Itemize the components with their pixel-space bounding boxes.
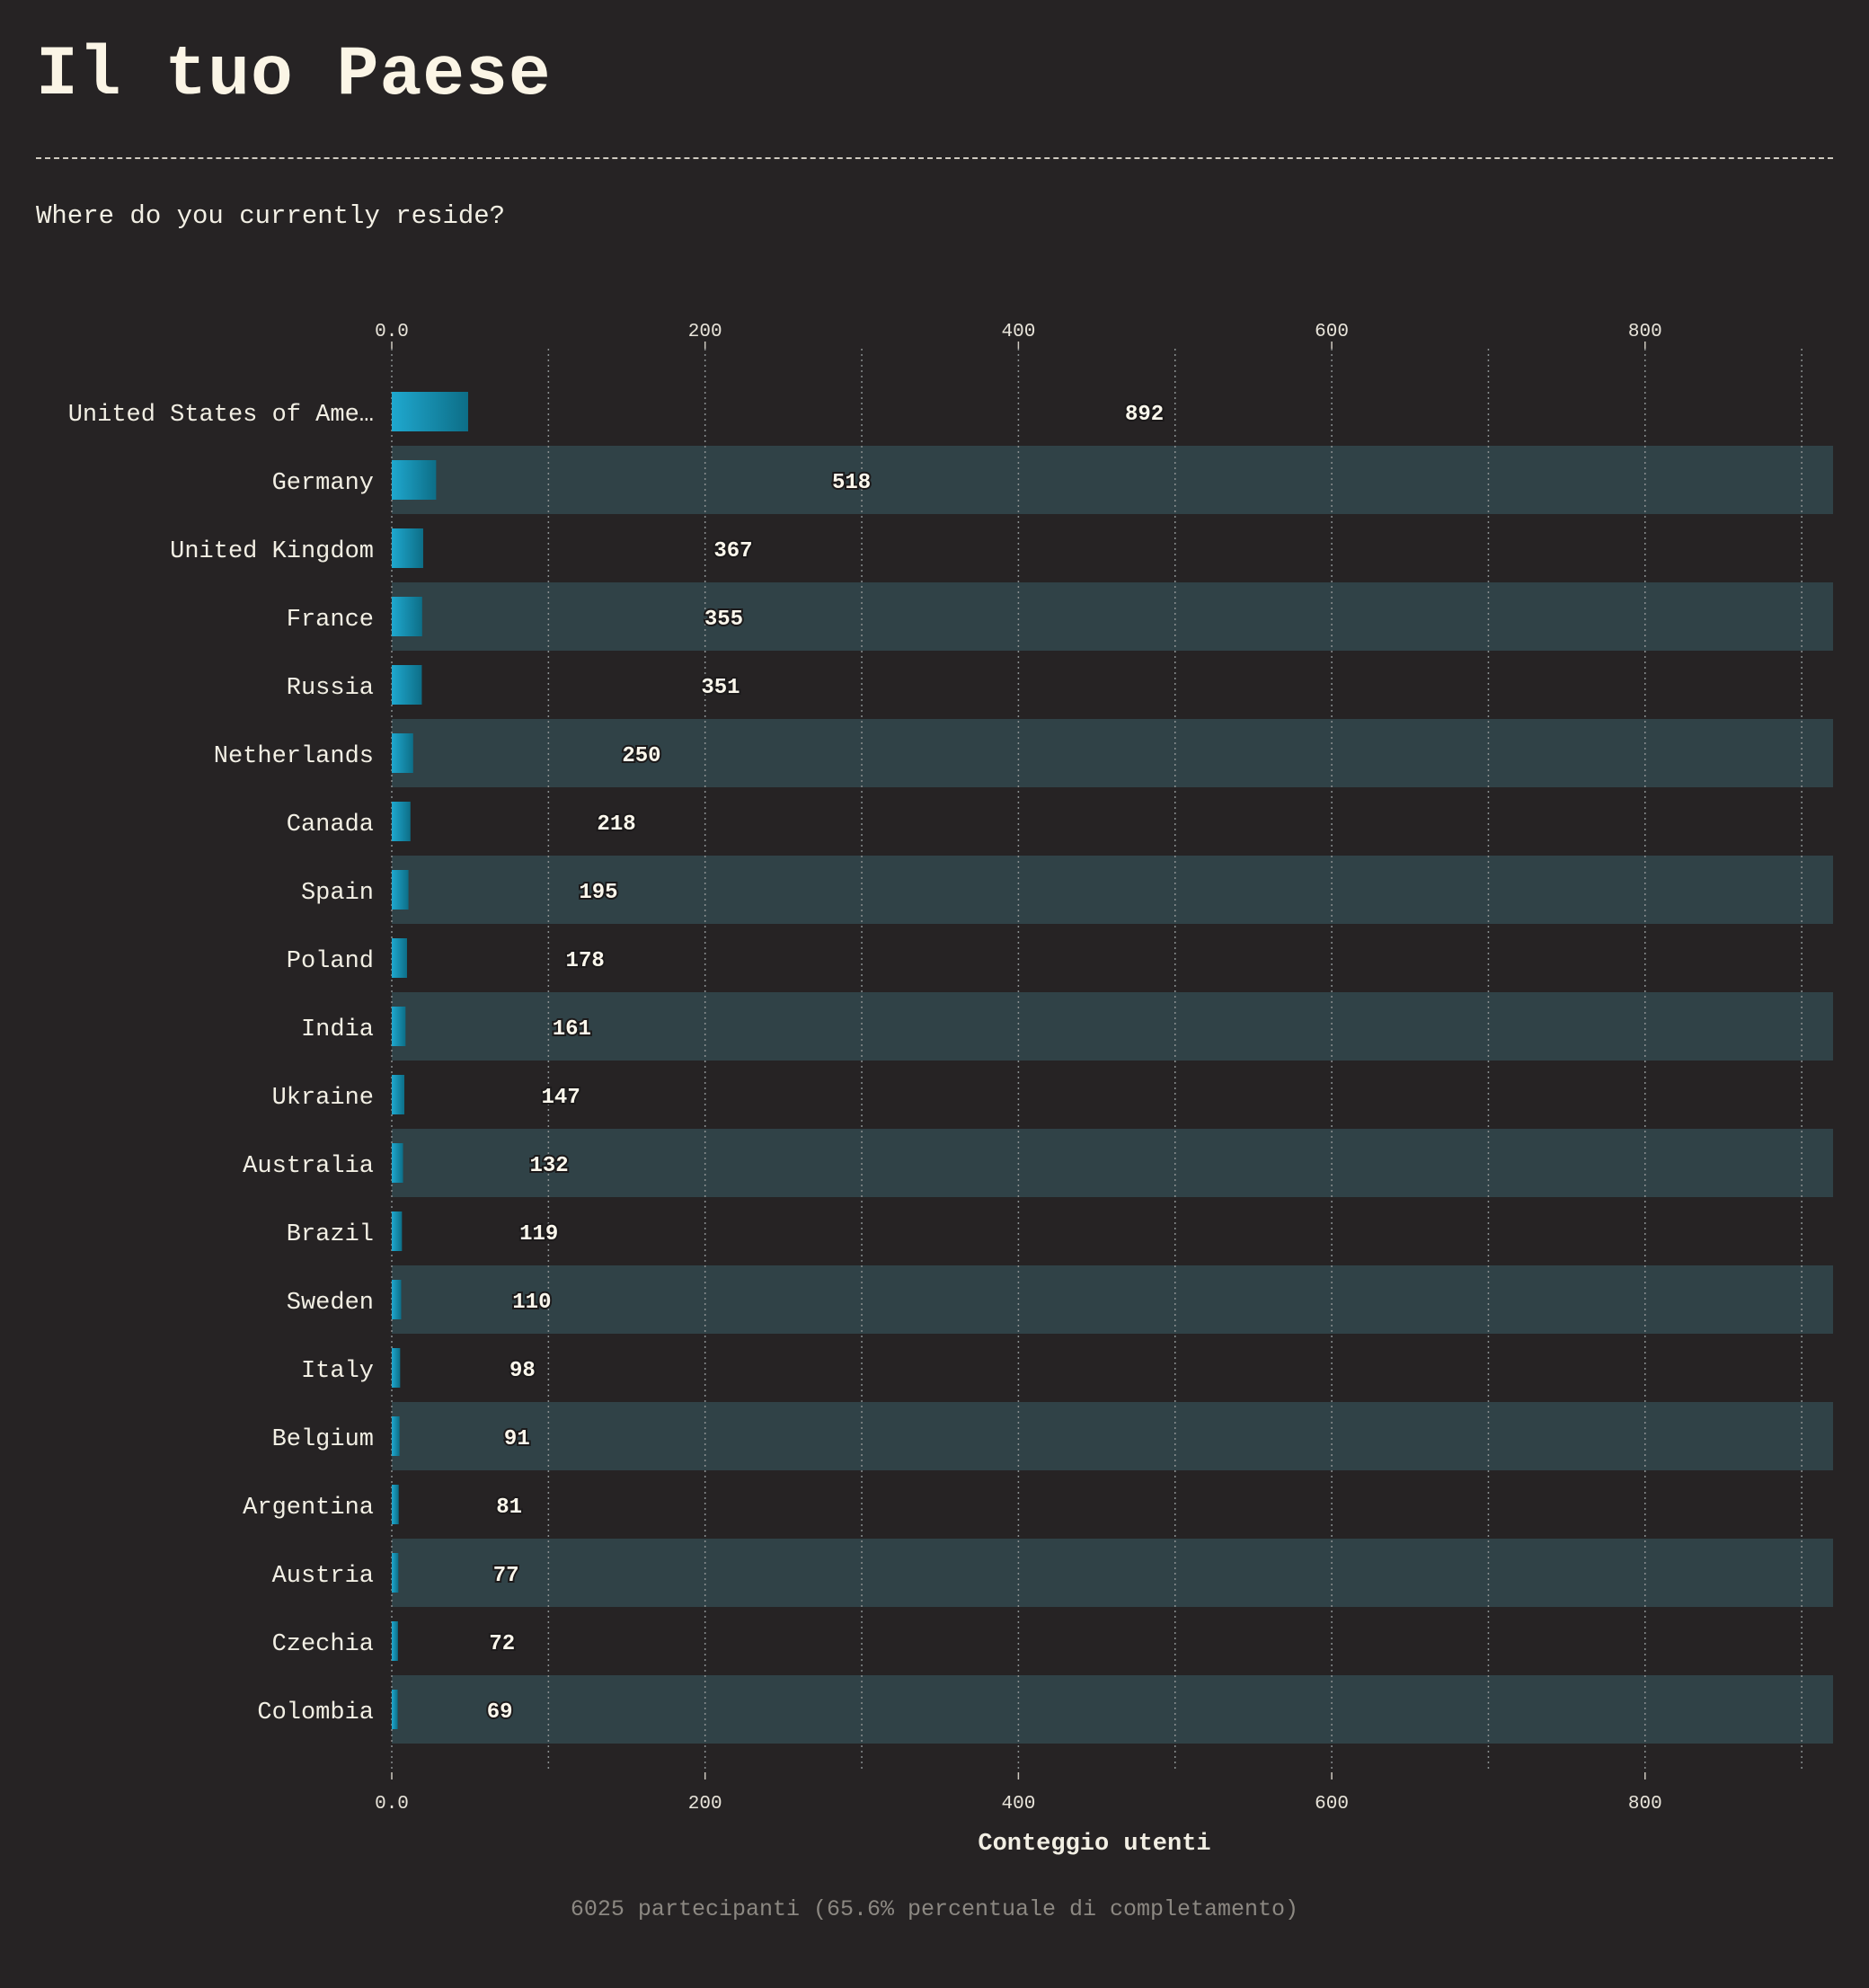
bar	[392, 1280, 402, 1319]
value-label: 147	[542, 1086, 580, 1110]
category-label: Italy	[301, 1358, 374, 1385]
bar	[392, 1075, 405, 1114]
bar	[392, 1416, 400, 1456]
category-label: Sweden	[287, 1290, 374, 1317]
category-label: Ukraine	[272, 1085, 374, 1112]
value-label: 77	[493, 1564, 519, 1588]
row-bands	[392, 446, 1833, 1744]
category-label: Belgium	[272, 1426, 374, 1453]
footnote: 6025 partecipanti (65.6% percentuale di …	[570, 1896, 1299, 1922]
bar	[392, 1007, 406, 1046]
value-label: 91	[504, 1427, 530, 1451]
row-band	[392, 582, 1833, 651]
x-tick-label: 0.0	[375, 1794, 409, 1815]
category-label: France	[287, 607, 374, 634]
x-tick-label: 400	[1001, 1794, 1035, 1815]
bar	[392, 1348, 401, 1388]
x-tick-label: 200	[688, 1794, 722, 1815]
value-label: 218	[597, 812, 635, 837]
bar	[392, 938, 407, 978]
category-label: Poland	[287, 948, 374, 975]
grid-lines	[391, 349, 1803, 1772]
category-label: Austria	[272, 1563, 374, 1590]
x-tick-label: 600	[1315, 322, 1349, 342]
category-label: Germany	[272, 470, 374, 497]
category-label: Spain	[301, 880, 374, 907]
bar	[392, 665, 422, 705]
value-label: 98	[509, 1359, 536, 1383]
bar	[392, 870, 409, 910]
value-label: 119	[519, 1222, 558, 1247]
value-label: 892	[1125, 403, 1164, 427]
bar	[392, 1485, 399, 1524]
category-labels: United States of Ame… Germany United Kingd…	[68, 402, 374, 1726]
bar	[392, 1690, 398, 1729]
category-label: Brazil	[287, 1221, 374, 1248]
bar	[392, 392, 468, 431]
bar	[392, 597, 422, 636]
row-band	[392, 856, 1833, 924]
bar	[392, 1143, 403, 1183]
category-label: Colombia	[257, 1700, 374, 1726]
row-band	[392, 446, 1833, 514]
category-label: Australia	[243, 1153, 374, 1180]
category-label: Canada	[287, 812, 374, 839]
value-label: 355	[704, 608, 743, 632]
bar	[392, 1211, 403, 1251]
value-label: 351	[701, 676, 740, 700]
x-tick-label: 600	[1315, 1794, 1349, 1815]
value-label: 110	[512, 1291, 551, 1315]
category-label: United Kingdom	[170, 538, 374, 565]
row-band	[392, 1265, 1833, 1334]
row-band	[392, 1129, 1833, 1197]
value-label: 132	[529, 1154, 568, 1178]
x-tick-label: 400	[1001, 322, 1035, 342]
bottom-axis-ticks: 0.0 200 400 600 800	[375, 1772, 1662, 1815]
value-label: 178	[566, 949, 605, 973]
row-band	[392, 1539, 1833, 1607]
row-band	[392, 1675, 1833, 1744]
bar	[392, 802, 411, 841]
value-labels: 892 518 367 355 351 250 218 195 178 161 147 132 119 1…	[485, 401, 1165, 1726]
row-band	[392, 1402, 1833, 1470]
x-tick-label: 200	[688, 322, 722, 342]
bar	[392, 460, 437, 500]
x-axis-label: Conteggio utenti	[978, 1831, 1210, 1858]
value-label: 195	[579, 881, 617, 905]
category-label: United States of Ame…	[68, 402, 374, 429]
category-label: Czechia	[272, 1631, 374, 1658]
row-band	[392, 719, 1833, 787]
value-label: 518	[832, 471, 871, 495]
chart-title: Il tuo Paese	[36, 36, 552, 115]
x-tick-label: 800	[1628, 1794, 1662, 1815]
row-band	[392, 992, 1833, 1061]
category-label: Argentina	[243, 1495, 374, 1522]
bar	[392, 733, 413, 773]
value-label: 161	[553, 1017, 591, 1042]
bar	[392, 1553, 399, 1593]
category-label: India	[301, 1016, 374, 1043]
value-label: 72	[489, 1632, 515, 1656]
x-tick-label: 800	[1628, 322, 1662, 342]
value-label: 367	[713, 539, 752, 564]
value-label: 69	[487, 1700, 513, 1725]
chart-subtitle: Where do you currently reside?	[36, 201, 506, 231]
x-tick-label: 0.0	[375, 322, 409, 342]
bar	[392, 1621, 398, 1661]
bars	[392, 392, 468, 1729]
category-label: Russia	[287, 675, 374, 702]
title-divider	[36, 157, 1833, 159]
category-label: Netherlands	[214, 743, 374, 770]
value-label: 81	[496, 1495, 522, 1520]
value-label: 250	[622, 744, 660, 768]
top-axis-ticks: 0.0 200 400 600 800	[375, 322, 1662, 349]
bar	[392, 528, 423, 568]
